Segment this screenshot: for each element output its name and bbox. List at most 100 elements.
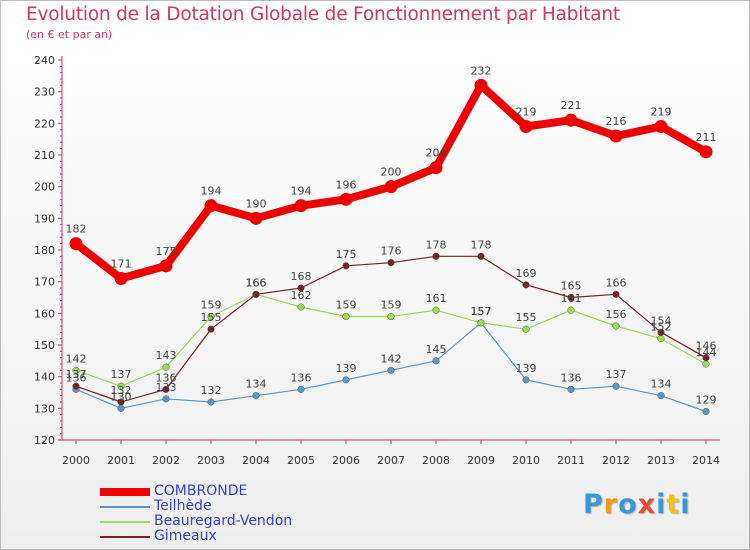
data-label: 156 [606, 308, 627, 321]
y-tick-label: 180 [34, 244, 55, 257]
data-point [297, 284, 305, 292]
y-tick-label: 170 [34, 276, 55, 289]
data-point [657, 392, 665, 400]
logo-letter: t [666, 489, 681, 520]
data-label: 196 [336, 178, 357, 191]
data-point [567, 306, 575, 314]
data-point [609, 129, 623, 143]
data-point [72, 382, 80, 390]
data-point [117, 404, 125, 412]
data-label: 139 [336, 362, 357, 375]
data-label: 216 [606, 115, 627, 128]
y-tick-label: 140 [34, 371, 55, 384]
data-label: 194 [201, 185, 222, 198]
data-label: 136 [291, 371, 312, 384]
data-point [567, 293, 575, 302]
data-label: 142 [66, 352, 87, 365]
data-point [207, 398, 215, 406]
data-point [477, 319, 485, 327]
data-point [384, 180, 398, 194]
data-label: 143 [156, 349, 177, 362]
legend-item: Teilhède [100, 499, 360, 514]
data-label: 159 [201, 299, 222, 312]
data-point [564, 113, 578, 127]
x-tick-label: 2006 [332, 454, 360, 467]
chart-legend: COMBRONDE Teilhède Beauregard-Vendon Gimeau… [100, 484, 360, 544]
data-label: 176 [381, 245, 402, 258]
data-point [207, 312, 215, 321]
data-label: 155 [516, 311, 537, 324]
data-label: 157 [471, 305, 492, 318]
x-tick-label: 2007 [377, 454, 405, 467]
logo-letter: i [680, 489, 691, 520]
data-point [387, 366, 395, 374]
data-point [612, 322, 620, 330]
data-label: 134 [246, 378, 267, 391]
data-point [297, 303, 305, 311]
data-label: 211 [696, 131, 717, 144]
data-label: 219 [516, 106, 537, 119]
data-label: 133 [156, 381, 177, 394]
y-tick-label: 190 [34, 212, 55, 225]
data-point [342, 376, 350, 384]
data-label: 145 [426, 343, 447, 356]
data-label: 169 [516, 267, 537, 280]
y-tick-label: 200 [34, 181, 55, 194]
data-label: 137 [66, 368, 87, 381]
data-point [654, 120, 668, 133]
data-point [522, 325, 530, 333]
data-point [429, 161, 443, 175]
x-tick-label: 2004 [242, 454, 270, 467]
data-point [567, 385, 575, 393]
data-point [342, 262, 350, 270]
data-point [159, 259, 173, 273]
data-point [702, 360, 710, 368]
data-point [702, 354, 710, 362]
x-tick-label: 2008 [422, 454, 450, 467]
legend-item: Beauregard-Vendon [100, 514, 360, 529]
data-point [432, 357, 440, 365]
legend-swatch [100, 521, 150, 523]
data-label: 136 [561, 371, 582, 384]
data-point [702, 407, 710, 416]
data-label: 134 [651, 378, 672, 391]
data-point [114, 272, 128, 285]
logo-letter: i [656, 489, 667, 520]
x-tick-label: 2003 [197, 454, 225, 467]
data-label: 144 [696, 346, 717, 359]
data-point [204, 199, 218, 213]
data-point [162, 395, 170, 403]
legend-label: COMBRONDE [154, 483, 248, 499]
legend-swatch [100, 536, 150, 538]
data-label: 155 [201, 311, 222, 324]
data-label: 166 [606, 276, 627, 289]
data-point [117, 398, 125, 406]
data-label: 157 [471, 305, 492, 318]
data-label: 219 [651, 106, 672, 119]
data-label: 162 [291, 289, 312, 302]
data-label: 159 [336, 299, 357, 312]
data-label: 175 [156, 245, 177, 258]
data-label: 190 [246, 197, 267, 210]
legend-item: Gimeaux [100, 529, 360, 544]
data-point [519, 120, 533, 133]
data-label: 232 [471, 64, 492, 77]
y-tick-label: 220 [34, 117, 55, 130]
data-point [252, 290, 260, 298]
data-point [252, 392, 260, 400]
x-tick-label: 2010 [512, 454, 540, 467]
data-point [387, 312, 395, 321]
data-label: 206 [426, 147, 447, 160]
data-label: 132 [201, 384, 222, 397]
data-label: 175 [336, 248, 357, 261]
data-label: 171 [111, 258, 132, 271]
data-point [162, 363, 170, 371]
data-label: 139 [516, 362, 537, 375]
data-point [339, 192, 353, 206]
data-label: 136 [156, 371, 177, 384]
x-tick-label: 2002 [152, 454, 180, 467]
data-label: 161 [561, 292, 582, 305]
data-point [117, 382, 125, 390]
data-label: 137 [606, 368, 627, 381]
